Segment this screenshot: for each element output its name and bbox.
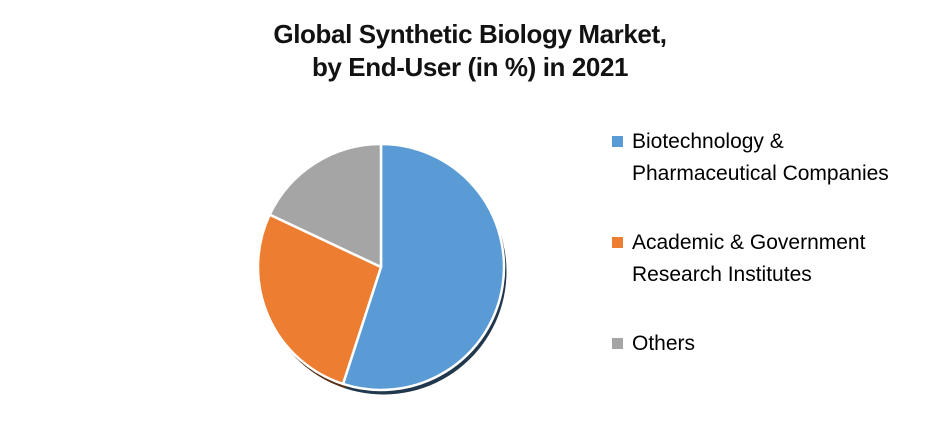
legend-swatch-icon — [612, 237, 623, 248]
pie-slice — [268, 142, 383, 269]
legend-item: Others — [612, 328, 922, 360]
pie-slices — [256, 142, 506, 392]
pie-chart — [256, 142, 507, 395]
legend-label: Academic & Government Research Institute… — [632, 231, 866, 286]
legend-swatch-icon — [612, 338, 623, 349]
pie-slice — [341, 142, 506, 392]
legend-item: Biotechnology & Pharmaceutical Companies — [612, 126, 922, 190]
legend-label: Others — [632, 332, 696, 355]
legend-item: Academic & Government Research Institute… — [612, 227, 922, 291]
chart-title: Global Synthetic Biology Market, by End-… — [273, 19, 667, 82]
legend: Biotechnology & Pharmaceutical Companies… — [612, 126, 922, 397]
legend-label: Biotechnology & Pharmaceutical Companies — [632, 130, 889, 185]
legend-swatch-icon — [612, 136, 623, 147]
pie-slice — [256, 213, 383, 386]
